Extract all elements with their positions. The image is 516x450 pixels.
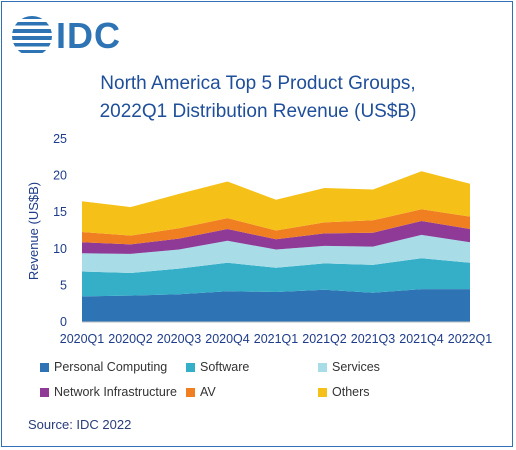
legend-label: Personal Computing [54, 360, 168, 374]
area-series-personal-computing [82, 289, 470, 322]
idc-globe-logo [12, 16, 52, 53]
x-tick-label: 2020Q1 [60, 332, 105, 346]
legend-swatch [40, 362, 49, 372]
chart-area: 0 5 10 15 20 25 2020Q1 2020Q2 2020Q3 2020Q4 2021Q1… [26, 132, 493, 346]
legend-swatch [318, 387, 327, 397]
legend-label: Services [332, 360, 380, 374]
legend-swatch [186, 387, 195, 397]
legend-swatch [186, 362, 195, 372]
brand-name: IDC [56, 15, 121, 56]
y-tick-label: 20 [53, 169, 67, 183]
x-tick-label: 2021Q2 [302, 332, 347, 346]
y-tick-label: 25 [53, 132, 67, 146]
area-series-services [82, 234, 470, 273]
legend-item: Network Infrastructure [40, 385, 177, 399]
legend-label: Others [332, 385, 370, 399]
legend-item: Services [318, 360, 380, 374]
y-axis-label: Revenue (US$B) [26, 182, 41, 280]
x-tick-label: 2020Q3 [157, 332, 202, 346]
legend-swatch [318, 362, 327, 372]
y-tick-label: 15 [53, 205, 67, 219]
x-tick-label: 2021Q4 [399, 332, 444, 346]
area-series-network-infrastructure [82, 221, 470, 254]
x-tick-label: 2020Q2 [108, 332, 153, 346]
legend-item: AV [186, 385, 216, 399]
y-tick-label: 0 [60, 315, 67, 329]
legend-swatch [40, 387, 49, 397]
x-tick-label: 2021Q3 [351, 332, 396, 346]
x-tick-label: 2020Q4 [205, 332, 250, 346]
x-tick-label: 2022Q1 [448, 332, 493, 346]
chart-title-line-2: 2022Q1 Distribution Revenue (US$B) [99, 101, 417, 122]
legend-item: Software [186, 360, 249, 374]
y-tick-label: 5 [60, 278, 67, 292]
legend-item: Personal Computing [40, 360, 167, 374]
area-series-av [82, 209, 470, 245]
x-tick-label: 2021Q1 [254, 332, 299, 346]
y-tick-label: 10 [53, 242, 67, 256]
area-series-others [82, 171, 470, 236]
legend-label: Software [200, 360, 250, 374]
area-series-software [82, 258, 470, 297]
legend-label: AV [200, 385, 216, 399]
legend-label: Network Infrastructure [54, 385, 177, 399]
legend-item: Others [318, 385, 370, 399]
source-note: Source: IDC 2022 [28, 417, 132, 432]
chart-title-line-1: North America Top 5 Product Groups, [100, 73, 416, 94]
